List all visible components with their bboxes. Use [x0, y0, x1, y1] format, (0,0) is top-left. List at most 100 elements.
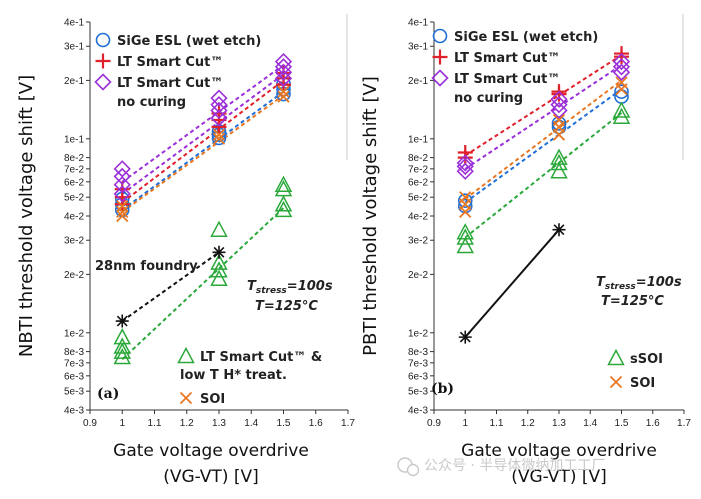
data-point: [210, 109, 228, 127]
x-tick-label: 1.5: [615, 418, 629, 429]
series-2: [456, 52, 631, 180]
y-tick-label: 2e-1: [408, 76, 428, 87]
data-point: [210, 89, 228, 107]
legend-marker: [609, 375, 623, 389]
y-tick-label: 3e-2: [408, 236, 428, 247]
data-point: [550, 90, 568, 108]
x-tick-label: 1.2: [521, 418, 535, 429]
data-point: [212, 132, 226, 145]
legend-marker: [431, 69, 449, 87]
watermark: 公众号 · 半导体微纳加工工厂: [397, 457, 605, 477]
y-tick-label: 4e-2: [408, 212, 428, 223]
data-point: [113, 176, 131, 194]
y-tick-label: 7e-2: [64, 164, 84, 175]
y-tick-label: 7e-3: [64, 358, 84, 369]
y-tick-label: 7e-3: [408, 358, 428, 369]
data-point: [612, 52, 631, 71]
series-5: [115, 245, 226, 328]
data-point: [552, 223, 566, 237]
legend-marker: [177, 346, 195, 364]
chart-panel-b: 4e-1 3e-1 2e-1 1e-1 8e-27e-2 6e-2 5e-2 4e-2 3e-2…: [360, 14, 691, 487]
data-point: [456, 236, 475, 254]
data-point: [550, 148, 568, 165]
y-tick-label: 2e-2: [408, 270, 428, 281]
y-tick-label: 8e-2: [64, 153, 84, 164]
foundry-label: 28nm foundry: [95, 259, 198, 274]
data-point: [115, 314, 129, 328]
fit-line-3: [464, 79, 623, 200]
y-tick-label: 2e-2: [64, 270, 84, 281]
fit-line-5: [464, 229, 560, 338]
x-tick-label: 1.1: [148, 418, 162, 429]
data-point: [457, 144, 473, 160]
data-point: [457, 193, 473, 208]
legend-bottom: sSOI SOI: [607, 348, 663, 391]
y-tick-label: 5e-2: [64, 193, 84, 204]
x-axis-subtitle: (VG-VT) [V]: [163, 467, 259, 487]
data-point: [456, 228, 475, 245]
legend-marker: [432, 28, 448, 44]
x-tick-label: 1: [462, 418, 468, 429]
series-4: [113, 175, 293, 365]
fit-line-2: [121, 64, 285, 183]
legend-label: SiGe ESL (wet etch): [454, 30, 598, 45]
y-tick-label: 1e-2: [408, 328, 428, 339]
x-tick-label: 1.5: [277, 418, 291, 429]
y-tick-label: 8e-3: [64, 347, 84, 358]
legend-label: SOI: [200, 392, 225, 407]
fit-line-4: [121, 207, 285, 361]
data-point: [116, 205, 129, 219]
y-tick-label: 5e-2: [408, 193, 428, 204]
y-axis-title: PBTI threshold voltage shift [V]: [360, 76, 381, 356]
data-point: [113, 160, 131, 178]
x-tick-label: 1.4: [244, 418, 258, 429]
y-tick-label: 3e-1: [64, 42, 84, 53]
data-point: [274, 180, 293, 197]
stress-time-label: Tstress=100s: [596, 275, 682, 292]
data-point: [456, 157, 474, 176]
data-point: [116, 209, 129, 223]
x-tick-label: 1: [119, 418, 125, 429]
temperature-label: T=125°C: [601, 294, 664, 309]
series-4: [456, 101, 631, 254]
fit-line-2: [121, 73, 285, 195]
wechat-icon-bubble: [406, 463, 420, 477]
y-tick-label: 7e-2: [408, 164, 428, 175]
y-tick-label: 8e-3: [408, 347, 428, 358]
data-point: [612, 107, 631, 124]
data-point: [277, 85, 290, 98]
legend-label: LT Smart Cut™: [454, 51, 560, 66]
stress-t: T: [247, 279, 257, 294]
stress-val: =100s: [287, 279, 333, 294]
data-point: [615, 76, 628, 89]
data-point: [459, 191, 472, 204]
y-tick-label: 1e-1: [408, 134, 428, 145]
legend-label-cont: low T H* treat.: [180, 368, 287, 383]
stress-time-label: Tstress=100s: [247, 279, 333, 296]
legend-marker: [94, 73, 112, 91]
data-point: [210, 220, 228, 237]
data-point: [113, 342, 132, 359]
x-tick-label: 1.4: [583, 418, 597, 429]
x-axis-title: Gate voltage overdrive: [461, 441, 657, 461]
y-tick-label: 6e-3: [408, 371, 428, 382]
x-tick-label: 0.9: [427, 418, 441, 429]
stress-sub: stress: [605, 282, 637, 292]
data-point: [458, 330, 472, 344]
legend-marker: [95, 32, 111, 48]
legend-bottom: LT Smart Cut™ & low T H* treat. SOI: [177, 346, 322, 407]
data-point: [113, 337, 132, 354]
data-point: [212, 245, 226, 259]
legend-label: LT Smart Cut™: [117, 55, 223, 70]
watermark-text: 公众号 · 半导体微纳加工工厂: [424, 458, 605, 474]
legend-label: SOI: [630, 376, 655, 391]
stress-t: T: [596, 275, 606, 290]
y-tick-label: 5e-3: [408, 387, 428, 398]
fit-line-1: [121, 79, 285, 204]
fit-line-1: [464, 54, 623, 157]
series-3: [116, 85, 290, 223]
y-tick-label: 3e-2: [64, 236, 84, 247]
y-tick-label: 4e-1: [408, 18, 428, 29]
data-point: [274, 200, 293, 218]
data-point: [614, 84, 629, 99]
